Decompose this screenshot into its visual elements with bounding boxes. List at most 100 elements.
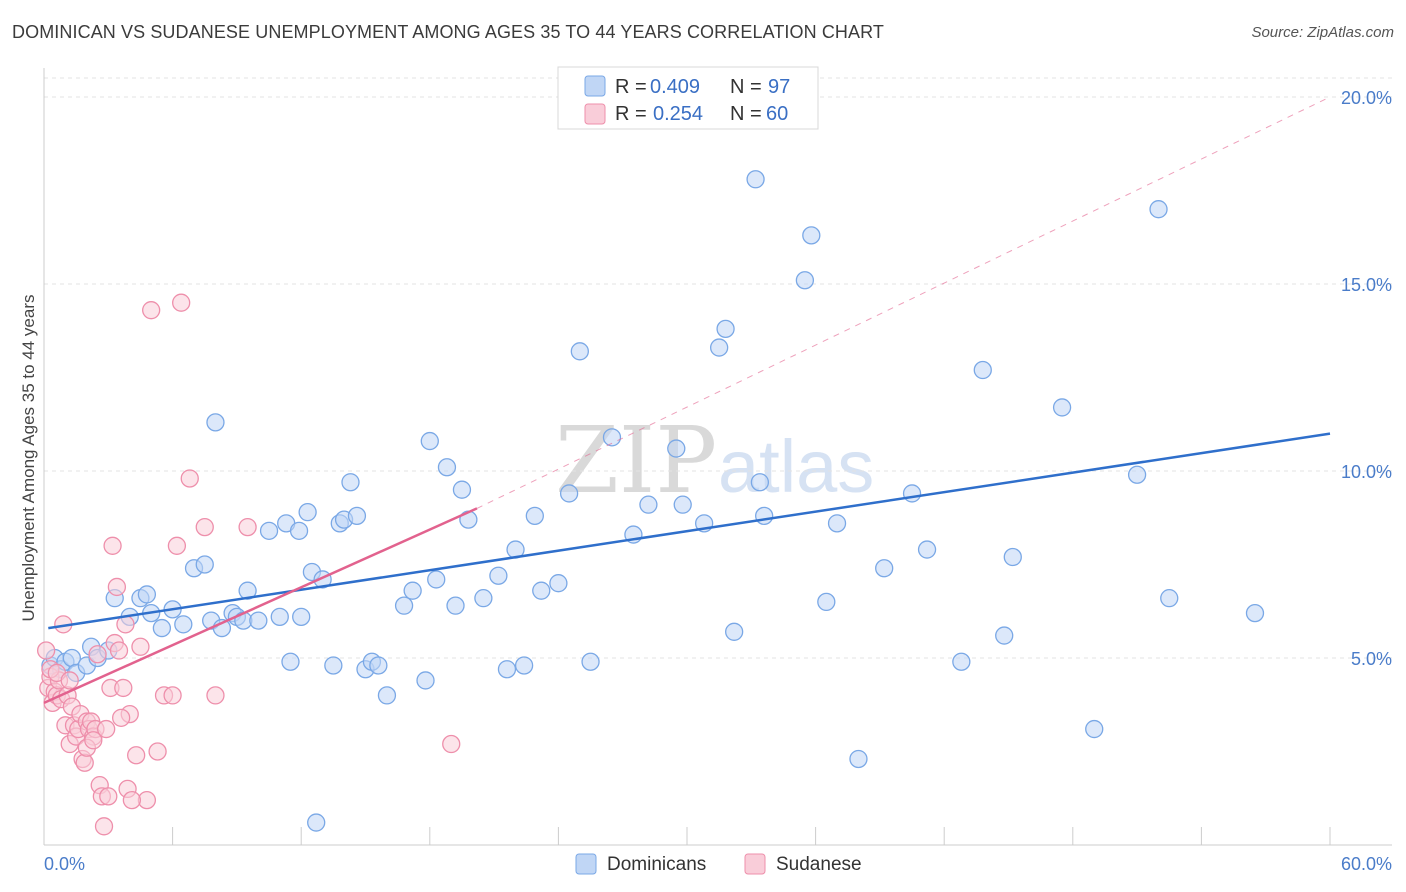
legend-r-label-1: R =	[615, 76, 647, 98]
dominicans-point-71	[673, 495, 692, 514]
dominicans-point-38	[324, 656, 343, 675]
dominicans-point-76	[746, 170, 765, 189]
watermark-zip: ZIP	[555, 407, 717, 514]
dominicans-point-69	[639, 495, 658, 514]
y-tick-labels: 5.0% 10.0% 15.0% 20.0%	[1341, 88, 1392, 669]
legend-n-value-2: 60	[766, 103, 788, 125]
top-legend: R = 0.409 N = 97 R = 0.254 N = 60	[557, 66, 819, 130]
y-tick-label-20: 20.0%	[1341, 88, 1392, 108]
sudanese-point-24	[88, 645, 107, 664]
sudanese-point-45	[163, 686, 182, 705]
legend-r-value-1: 0.409	[650, 76, 700, 98]
dominicans-point-88	[973, 360, 992, 380]
dominicans-point-26	[238, 581, 257, 600]
y-axis-title: Unemployment Among Ages 35 to 44 years	[19, 295, 38, 622]
dominicans-trend-line	[48, 432, 1331, 630]
sudanese-point-47	[172, 293, 191, 312]
legend-swatch-dominicans	[584, 75, 606, 97]
sudanese-point-53	[60, 671, 79, 690]
sudanese-point-46	[167, 536, 187, 555]
sudanese-point-27	[94, 817, 114, 836]
y-tick-label-5: 5.0%	[1351, 649, 1392, 669]
sudanese-point-55	[84, 731, 103, 750]
legend-n-label-1: N =	[730, 76, 762, 98]
dominicans-point-21	[206, 413, 225, 432]
sudanese-trend-extension	[476, 96, 1331, 509]
sudanese-point-29	[99, 787, 118, 806]
sudanese-point-59	[238, 517, 257, 537]
dominicans-point-54	[452, 480, 472, 499]
sudanese-point-35	[114, 678, 133, 698]
sudanese-point-0	[36, 641, 56, 660]
dominicans-point-19	[195, 555, 214, 574]
dominicans-point-60	[514, 656, 534, 675]
watermark-atlas: atlas	[718, 425, 874, 508]
dominicans-point-96	[1245, 603, 1265, 623]
dominicans-point-34	[298, 502, 317, 522]
dominicans-point-52	[437, 458, 457, 477]
bottom-legend-label-dominicans: Dominicans	[607, 854, 706, 875]
dominicans-point-74	[716, 319, 735, 339]
legend-r-value-2: 0.254	[653, 103, 703, 125]
legend-swatch-sudanese	[584, 103, 606, 125]
dominicans-point-94	[1149, 200, 1168, 219]
dominicans-point-33	[292, 607, 311, 627]
sudanese-trend-line	[43, 507, 478, 705]
dominicans-point-45	[369, 656, 388, 675]
dominicans-point-47	[394, 596, 414, 615]
sudanese-point-43	[148, 742, 167, 761]
sudanese-point-34	[109, 641, 129, 660]
dominicans-point-56	[474, 589, 493, 608]
x-tick-label-max: 60.0%	[1341, 854, 1392, 874]
dominicans-point-46	[377, 686, 397, 705]
bottom-legend-swatch-dominicans	[575, 853, 597, 875]
dominicans-point-63	[549, 574, 568, 593]
axes	[43, 68, 1392, 846]
trend-lines	[43, 96, 1331, 705]
dominicans-point-51	[427, 570, 446, 589]
sudanese-point-57	[122, 790, 142, 810]
dominicans-point-80	[802, 226, 821, 245]
sudanese-point-56	[112, 708, 131, 727]
sudanese-point-58	[442, 734, 461, 754]
source-credit: Source: ZipAtlas.com	[1251, 24, 1394, 41]
dominicans-point-53	[446, 596, 465, 615]
dominicans-point-29	[270, 607, 289, 627]
dominicans-point-13	[137, 585, 157, 604]
dominicans-point-48	[403, 581, 422, 600]
dominicans-point-83	[849, 749, 868, 769]
dominicans-point-75	[725, 622, 744, 641]
dominicans-point-17	[174, 615, 193, 634]
dominicans-point-95	[1160, 589, 1179, 608]
dominicans-point-62	[532, 581, 551, 600]
dominicans-point-42	[347, 506, 367, 526]
dominicans-point-4	[62, 648, 82, 668]
dominicans-point-86	[917, 540, 937, 559]
dominicans-point-70	[667, 439, 686, 458]
x-tick-label-min: 0.0%	[44, 854, 85, 874]
gridlines	[44, 77, 1392, 659]
dominicans-point-28	[259, 521, 279, 540]
dominicans-point-78	[755, 506, 774, 526]
sudanese-point-18	[75, 753, 94, 772]
dominicans-point-49	[416, 671, 435, 690]
bottom-legend: Dominicans Sudanese	[575, 853, 862, 875]
dominicans-point-57	[489, 566, 508, 585]
dominicans-point-66	[581, 652, 600, 671]
dominicans-point-65	[570, 342, 589, 361]
legend-n-value-1: 97	[768, 76, 790, 98]
dominicans-point-73	[710, 338, 729, 357]
dominicans-point-87	[952, 652, 971, 671]
sudanese-point-28	[97, 719, 116, 739]
dominicans-point-90	[1003, 547, 1022, 567]
sudanese-point-49	[195, 517, 214, 537]
legend-r-label-2: R =	[615, 103, 647, 125]
sudanese-point-42	[142, 301, 161, 320]
y-tick-label-10: 10.0%	[1341, 462, 1392, 482]
dominicans-point-84	[875, 559, 894, 578]
dominicans-point-77	[750, 473, 770, 492]
dominicans-point-58	[497, 660, 517, 679]
dominicans-point-67	[602, 428, 622, 447]
bottom-legend-swatch-sudanese	[744, 853, 766, 875]
